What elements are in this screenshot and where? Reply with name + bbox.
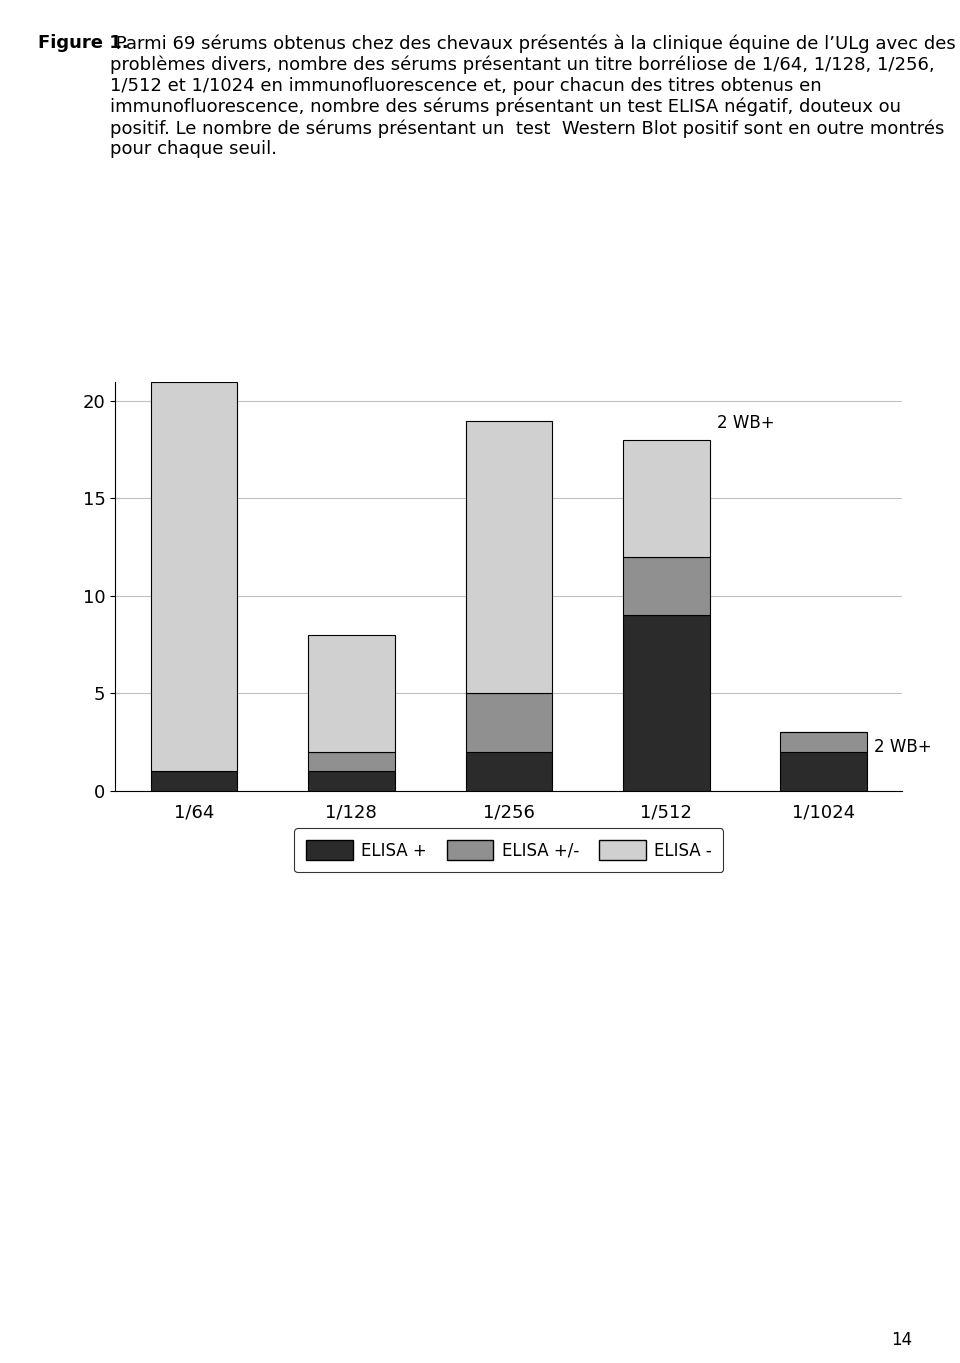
Text: 2 WB+: 2 WB+ — [874, 737, 932, 756]
Text: 14: 14 — [891, 1332, 912, 1349]
Text: Figure 1.: Figure 1. — [38, 34, 129, 52]
Bar — [308, 635, 395, 751]
Text: Parmi 69 sérums obtenus chez des chevaux présentés à la clinique équine de l’ULg: Parmi 69 sérums obtenus chez des chevaux… — [110, 34, 956, 158]
Legend: ELISA +, ELISA +/-, ELISA -: ELISA +, ELISA +/-, ELISA - — [295, 829, 723, 872]
Bar — [151, 771, 237, 791]
Bar — [780, 732, 867, 751]
Text: 2 WB+: 2 WB+ — [716, 414, 775, 432]
Bar — [466, 421, 552, 694]
Bar — [308, 751, 395, 771]
Bar — [780, 751, 867, 791]
Bar — [623, 440, 709, 557]
Bar — [623, 557, 709, 615]
Bar — [623, 615, 709, 791]
Bar — [466, 694, 552, 751]
Bar — [308, 771, 395, 791]
Bar — [151, 382, 237, 771]
Bar — [466, 751, 552, 791]
